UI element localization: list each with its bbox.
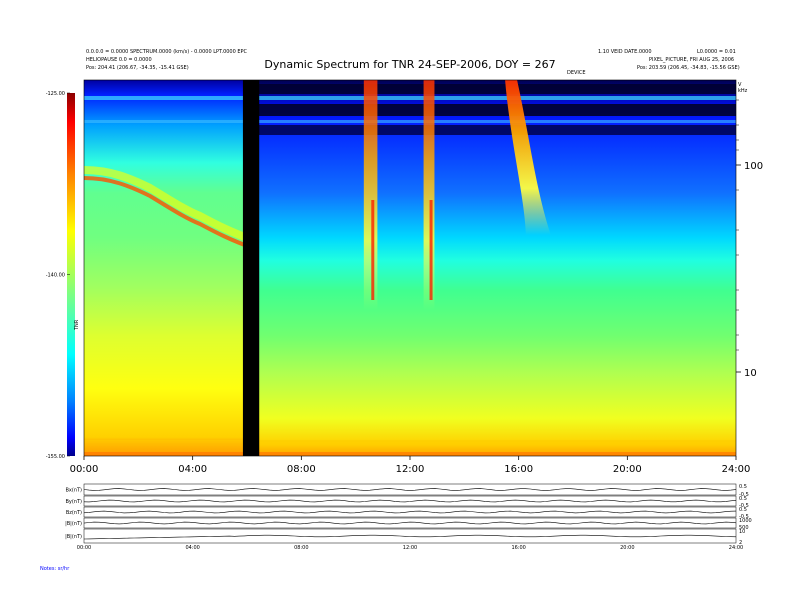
panel-label: Bz(nT) xyxy=(66,510,82,516)
right-tick-label: 10 xyxy=(744,368,757,379)
panel-label: |B|(nT) xyxy=(65,534,82,540)
panel-right-tick: -0.5 xyxy=(739,503,749,509)
plasma-line-glow xyxy=(84,166,260,246)
colorbar-label: TNR xyxy=(74,319,80,331)
panel-right-tick: 1000 xyxy=(739,518,752,524)
panel-right-tick: -0.5 xyxy=(739,514,749,520)
right-unit-small: V xyxy=(738,82,742,88)
header-left-line3: Pos: 204.41 (206.67, -34.35, -15.41 GSE) xyxy=(86,65,189,71)
panel-trace xyxy=(83,534,737,540)
panels-footer: Notes: sr/hr xyxy=(40,566,70,572)
panel-trace xyxy=(83,499,737,503)
colorbar-tick-label: -155.00 xyxy=(46,454,65,460)
colorbar xyxy=(67,93,75,456)
x-tick-label: 04:00 xyxy=(178,464,207,475)
x-tick-label: 24:00 xyxy=(722,464,751,475)
light-band-1 xyxy=(84,96,736,100)
chart-title: Dynamic Spectrum for TNR 24-SEP-2006, DO… xyxy=(264,58,555,71)
panel-right-tick: 500 xyxy=(739,525,749,531)
header-center-small: DEVICE xyxy=(567,70,586,76)
colorbar-ticks: -125.00 -140.00 -155.00 xyxy=(46,91,70,460)
header-left-line2: HELIOPAUSE 0.0 = 0.0000 xyxy=(86,57,152,63)
dark-band-1 xyxy=(258,84,736,94)
x-tick-label: 12:00 xyxy=(396,464,425,475)
panel-right-tick: 0.5 xyxy=(739,507,747,513)
panel-right-tick: -0.5 xyxy=(739,492,749,498)
dark-band-3 xyxy=(258,125,736,135)
panel-right-tick: 10 xyxy=(739,529,745,535)
spectrogram-area xyxy=(84,80,736,456)
burst-group xyxy=(363,80,551,310)
right-axis-ticks: 100 10 xyxy=(736,99,763,379)
spectrogram-after-gap xyxy=(258,80,736,456)
header-right-line3: PIXEL_PICTURE, FRI AUG 25, 2006 xyxy=(649,57,734,63)
panel-right-tick: 0.5 xyxy=(739,496,747,502)
panel-label: |B|(nT) xyxy=(65,521,82,527)
x-tick-label: 16:00 xyxy=(504,464,533,475)
burst-2 xyxy=(423,80,435,310)
panel-x-tick-label: 20:00 xyxy=(620,545,634,551)
plasma-line-streak xyxy=(84,176,259,252)
light-band-2 xyxy=(84,120,736,123)
x-tick-label: 08:00 xyxy=(287,464,316,475)
colorbar-tick-label: -140.00 xyxy=(46,273,65,279)
burst-1 xyxy=(363,80,378,310)
magnetometer-panels: Bx(nT)0.5-0.5By(nT) 0.5-0.5Bz(nT) 0.5-0.5|… xyxy=(65,483,752,551)
panel-x-tick-label: 24:00 xyxy=(729,545,743,551)
panel-label: Bx(nT) xyxy=(65,488,82,494)
data-gap xyxy=(242,80,260,456)
header-right-line1: 1.10 VEID DATE.0000 xyxy=(598,49,652,55)
panel-label: By(nT) xyxy=(65,499,82,505)
panel-frame xyxy=(83,517,737,529)
burst-2-core xyxy=(429,200,433,300)
panel-frame xyxy=(83,528,737,544)
x-tick-label: 00:00 xyxy=(70,464,99,475)
right-axis-unit: kHz xyxy=(738,88,748,94)
panel-frame xyxy=(83,495,737,507)
panel-x-tick-label: 16:00 xyxy=(511,545,525,551)
panel-x-tick-label: 08:00 xyxy=(294,545,308,551)
panel-frame xyxy=(83,483,737,496)
panel-trace xyxy=(83,521,737,525)
header-right-line2: L0.0000 = 0.01 xyxy=(697,49,736,55)
header-right-line4: Pos: 203.59 (206.45, -34.83, -15.56 GSE) xyxy=(637,65,740,71)
right-tick-label: 100 xyxy=(744,161,763,172)
panel-right-tick: 0.5 xyxy=(739,484,747,490)
panel-frame xyxy=(83,506,737,518)
dark-band-2 xyxy=(258,104,736,116)
x-axis-ticks: 00:00 04:00 08:00 12:00 16:00 20:00 24:00 xyxy=(70,456,751,475)
panel-trace xyxy=(83,488,737,491)
x-tick-label: 20:00 xyxy=(613,464,642,475)
burst-1-core xyxy=(371,200,375,300)
panel-x-tick-label: 04:00 xyxy=(185,545,199,551)
colorbar-tick-label: -125.00 xyxy=(46,91,65,97)
panel-x-tick-label: 00:00 xyxy=(77,545,91,551)
panel-right-tick: 2 xyxy=(739,540,742,546)
panel-x-tick-label: 12:00 xyxy=(403,545,417,551)
bottom-red-band xyxy=(84,452,736,456)
header-left-line1: 0.0.0.0 = 0.0000 SPECTRUM.0000 (km/s) - … xyxy=(86,49,248,55)
burst-3 xyxy=(505,80,551,235)
panel-trace xyxy=(83,510,737,514)
